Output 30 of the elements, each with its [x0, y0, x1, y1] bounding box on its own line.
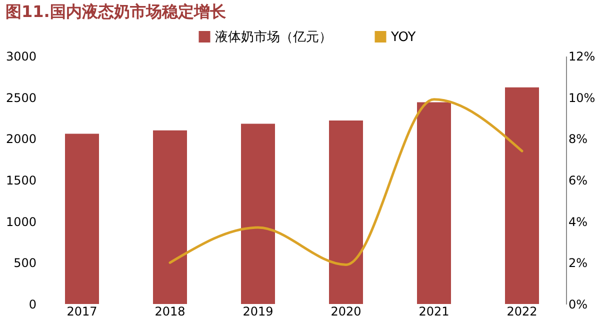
y2-tick-label: 0%: [568, 298, 588, 312]
y-tick-label: 1500: [6, 174, 36, 188]
legend-label: YOY: [390, 30, 416, 45]
bar: [505, 87, 539, 304]
y-tick-label: 2500: [6, 90, 36, 105]
bar: [417, 102, 451, 304]
chart-title: 图11.国内液态奶市场稳定增长: [5, 2, 227, 21]
x-tick-label: 2019: [242, 304, 274, 318]
line-series: [168, 98, 524, 266]
x-tick-label: 2020: [330, 304, 362, 318]
y2-tick-label: 4%: [568, 214, 588, 229]
bar: [65, 134, 99, 304]
y-tick-label: 0: [28, 298, 36, 312]
y2-tick-label: 12%: [568, 50, 596, 64]
y2-tick-label: 10%: [568, 90, 596, 105]
bar: [153, 130, 187, 304]
x-tick-label: 2017: [66, 304, 98, 318]
y-tick-label: 2000: [6, 132, 36, 146]
y-tick-label: 1000: [6, 214, 36, 229]
y-tick-label: 500: [14, 256, 36, 270]
y2-tick-label: 2%: [568, 256, 588, 270]
legend-label: 液体奶市场（亿元）: [215, 30, 332, 45]
x-tick-label: 2022: [506, 304, 538, 318]
y2-tick-label: 6%: [568, 174, 588, 188]
bar: [329, 120, 363, 304]
y-tick-label: 3000: [6, 50, 36, 64]
x-tick-label: 2018: [154, 304, 186, 318]
x-tick-label: 2021: [418, 304, 450, 318]
bar: [241, 124, 275, 304]
y2-tick-label: 8%: [568, 132, 588, 146]
